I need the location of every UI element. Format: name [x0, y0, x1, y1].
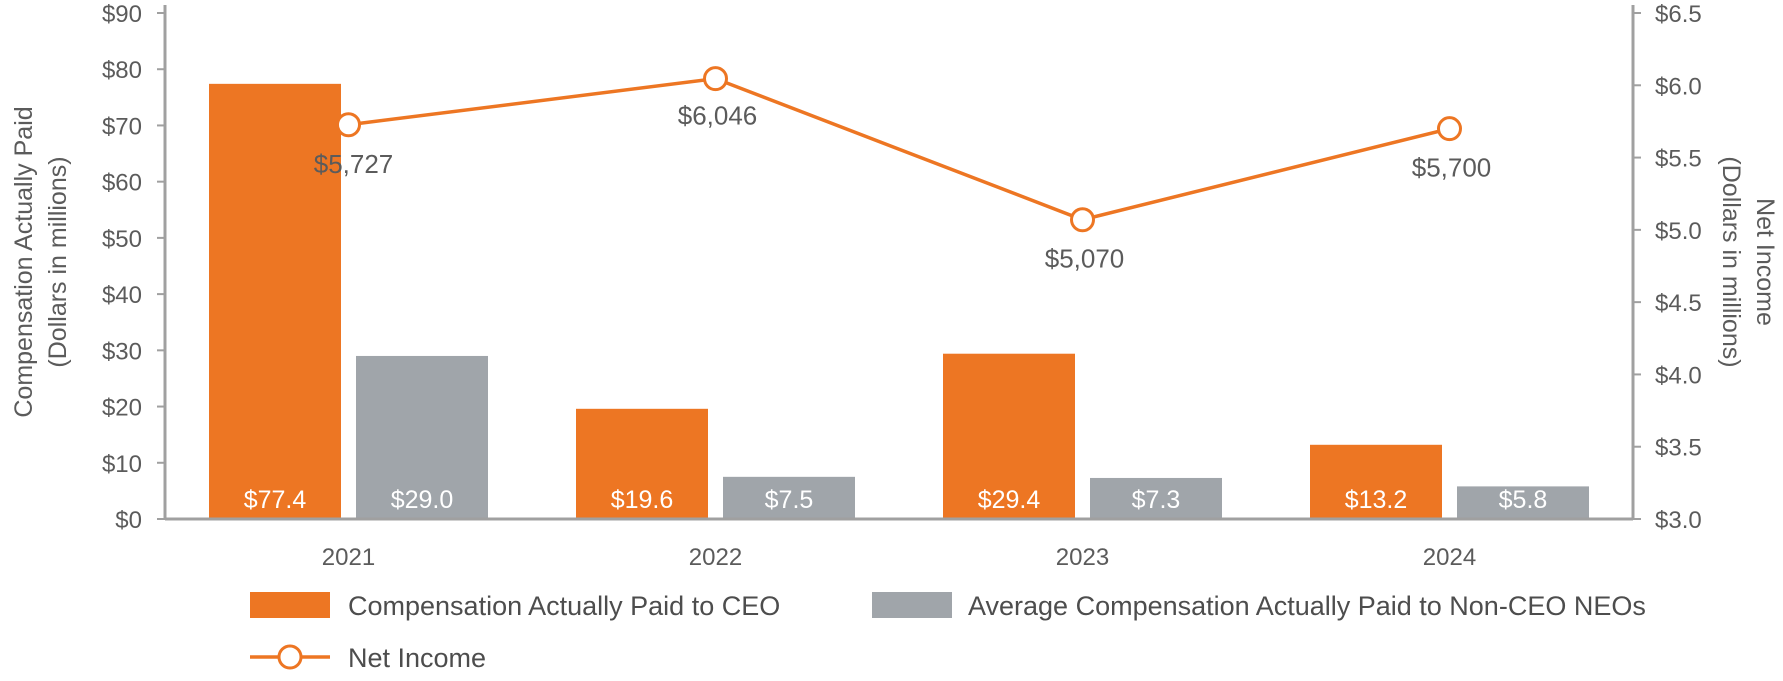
legend-label-neo: Average Compensation Actually Paid to No… — [968, 591, 1646, 621]
bars: $77.4 $19.6 $29.4 $13.2 $29.0 $7.5 $7.3 $5.8 — [209, 83, 1589, 519]
right-tick-label: $3.5 — [1655, 435, 1702, 462]
x-tick-label: 2022 — [689, 544, 742, 571]
net-income-line: $5,727 $6,046 $5,070 $5,700 — [314, 66, 1492, 274]
legend-swatch-ceo — [250, 592, 330, 618]
net-income-point-label: $5,700 — [1412, 153, 1492, 183]
net-income-point-label: $6,046 — [678, 101, 758, 131]
ceo-bar-label: $29.4 — [978, 486, 1041, 514]
neo-bar — [1457, 486, 1589, 519]
right-tick-label: $6.0 — [1655, 73, 1702, 100]
neo-bar-label: $7.3 — [1132, 486, 1181, 514]
neo-bar-label: $5.8 — [1499, 486, 1548, 514]
legend: Compensation Actually Paid to CEO Average… — [250, 591, 1646, 673]
x-tick-label: 2024 — [1423, 544, 1476, 571]
left-tick-label: $50 — [102, 226, 142, 253]
net-income-point-label: $5,070 — [1045, 244, 1125, 274]
neo-bar — [356, 355, 488, 519]
left-tick-label: $10 — [102, 451, 142, 478]
legend-label-net-income: Net Income — [348, 643, 486, 673]
legend-label-ceo: Compensation Actually Paid to CEO — [348, 591, 780, 621]
left-tick-label: $0 — [115, 507, 142, 534]
net-income-point-label: $5,727 — [314, 149, 394, 179]
neo-bar — [1090, 477, 1222, 519]
right-axis-title-line1: Net Income — [1751, 198, 1779, 326]
net-income-point — [1070, 207, 1095, 233]
ceo-bar — [209, 83, 341, 519]
ceo-bar-label: $13.2 — [1345, 486, 1408, 514]
x-tick-label: 2021 — [322, 544, 375, 571]
neo-bar-label: $29.0 — [391, 486, 454, 514]
net-income-polyline — [348, 76, 1450, 222]
right-tick-label: $6.5 — [1655, 1, 1702, 28]
x-axis: 2021 2022 2023 2024 — [165, 517, 1633, 571]
left-tick-label: $20 — [102, 395, 142, 422]
left-tick-label: $30 — [102, 338, 142, 365]
left-axis: $0 $10 $20 $30 $40 $50 $60 $70 $80 $90 — [102, 1, 167, 534]
ceo-bar-label: $77.4 — [244, 486, 307, 514]
legend-marker-net-income — [277, 644, 303, 670]
right-axis-title-line2: (Dollars in millions) — [1717, 156, 1745, 367]
right-tick-label: $5.0 — [1655, 218, 1702, 245]
left-axis-title-line1: Compensation Actually Paid — [10, 106, 38, 417]
net-income-point — [1437, 116, 1462, 142]
x-tick-label: 2023 — [1056, 544, 1109, 571]
right-tick-label: $3.0 — [1655, 507, 1702, 534]
legend-swatch-neo — [872, 592, 952, 618]
ceo-bar — [576, 408, 708, 519]
net-income-point — [703, 66, 728, 92]
right-tick-label: $4.5 — [1655, 290, 1702, 317]
left-tick-label: $80 — [102, 57, 142, 84]
left-tick-label: $90 — [102, 1, 142, 28]
left-axis-title-line2: (Dollars in millions) — [44, 156, 72, 367]
ceo-bar — [1310, 444, 1442, 519]
right-axis: $3.0 $3.5 $4.0 $4.5 $5.0 $5.5 $6.0 $6.5 — [1631, 1, 1702, 534]
right-tick-label: $5.5 — [1655, 146, 1702, 173]
right-tick-label: $4.0 — [1655, 362, 1702, 389]
neo-bar-label: $7.5 — [765, 486, 814, 514]
ceo-bar-label: $19.6 — [611, 486, 674, 514]
neo-bar — [723, 476, 855, 519]
left-tick-label: $60 — [102, 170, 142, 197]
ceo-bar — [943, 353, 1075, 519]
left-tick-label: $40 — [102, 282, 142, 309]
net-income-point — [336, 112, 361, 138]
left-tick-label: $70 — [102, 113, 142, 140]
